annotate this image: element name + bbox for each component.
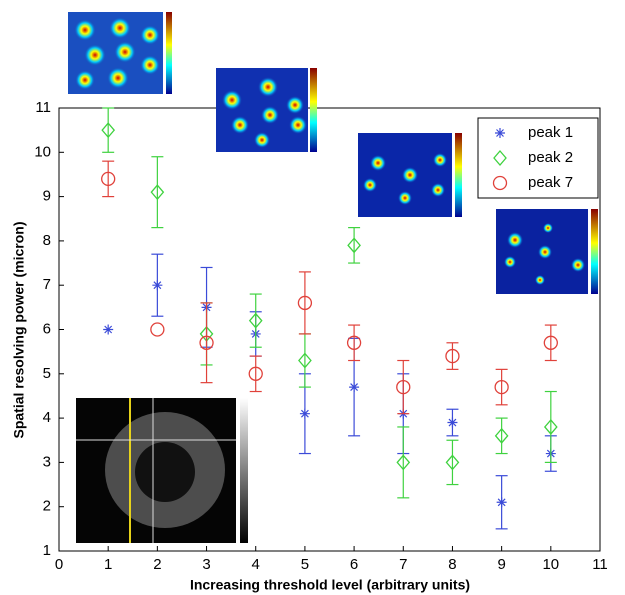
legend-marker xyxy=(492,175,508,191)
x-tick-label: 8 xyxy=(448,556,456,573)
x-tick-label: 0 xyxy=(55,556,63,573)
marker xyxy=(543,335,558,350)
error-bar xyxy=(495,368,508,406)
heatmap-inset xyxy=(68,12,172,94)
marker xyxy=(494,427,509,444)
x-tick-label: 10 xyxy=(542,556,559,573)
x-tick-label: 3 xyxy=(202,556,210,573)
marker xyxy=(248,366,263,381)
x-tick-label: 5 xyxy=(301,556,309,573)
marker xyxy=(496,497,507,508)
y-tick-label: 5 xyxy=(43,365,51,382)
legend-label: peak 1 xyxy=(528,124,573,141)
marker xyxy=(349,382,360,393)
error-bar xyxy=(200,302,213,384)
error-bar xyxy=(397,426,410,499)
error-bar xyxy=(348,324,361,362)
y-tick-label: 1 xyxy=(43,542,51,559)
legend-marker xyxy=(493,150,507,166)
marker xyxy=(297,295,313,311)
error-bar xyxy=(544,324,557,362)
y-tick-label: 7 xyxy=(43,276,51,293)
grayscale-inset xyxy=(76,398,248,543)
marker xyxy=(103,324,114,335)
x-tick-label: 2 xyxy=(153,556,161,573)
y-axis-label: Spatial resolving power (micron) xyxy=(11,221,27,438)
y-tick-label: 10 xyxy=(34,143,51,160)
y-tick-label: 8 xyxy=(43,232,51,249)
y-tick-label: 3 xyxy=(43,453,51,470)
marker xyxy=(346,335,362,350)
x-tick-label: 11 xyxy=(592,556,608,573)
marker xyxy=(150,322,165,337)
error-bar xyxy=(397,359,410,415)
marker xyxy=(299,408,310,419)
error-bar xyxy=(249,355,262,393)
marker xyxy=(347,237,361,254)
marker xyxy=(543,418,558,435)
marker xyxy=(101,171,116,187)
x-tick-label: 9 xyxy=(497,556,505,573)
heatmap-inset xyxy=(216,68,317,152)
x-tick-label: 6 xyxy=(350,556,358,573)
error-bar xyxy=(151,156,164,229)
error-bar xyxy=(446,439,459,486)
error-bar xyxy=(102,160,115,198)
y-tick-label: 4 xyxy=(43,409,51,426)
y-tick-label: 2 xyxy=(43,498,51,515)
heatmap-inset xyxy=(496,209,598,294)
error-bar xyxy=(495,417,508,455)
marker xyxy=(248,312,263,329)
marker xyxy=(445,454,460,471)
error-bar xyxy=(249,293,262,348)
marker xyxy=(445,348,460,364)
legend-marker xyxy=(495,128,505,138)
error-bar xyxy=(544,390,557,463)
marker xyxy=(150,184,165,201)
x-tick-label: 1 xyxy=(104,556,112,573)
error-bar xyxy=(348,227,361,264)
marker xyxy=(152,280,163,291)
error-bar xyxy=(298,271,311,335)
marker xyxy=(101,122,116,139)
legend-label: peak 7 xyxy=(528,174,573,191)
x-axis-label: Increasing threshold level (arbitrary un… xyxy=(190,577,470,593)
y-tick-label: 6 xyxy=(43,320,51,337)
y-tick-label: 9 xyxy=(43,188,51,205)
marker xyxy=(447,417,458,428)
legend-label: peak 2 xyxy=(528,149,573,166)
x-tick-label: 4 xyxy=(252,556,260,573)
marker xyxy=(298,352,312,369)
marker xyxy=(199,335,214,350)
heatmap-inset xyxy=(358,133,462,217)
y-tick-label: 11 xyxy=(35,99,51,116)
marker xyxy=(494,379,509,395)
x-tick-label: 7 xyxy=(399,556,407,573)
marker xyxy=(396,379,411,395)
error-bar xyxy=(102,107,115,153)
error-bar xyxy=(298,333,311,388)
marker xyxy=(396,454,411,471)
error-bar xyxy=(446,342,459,370)
